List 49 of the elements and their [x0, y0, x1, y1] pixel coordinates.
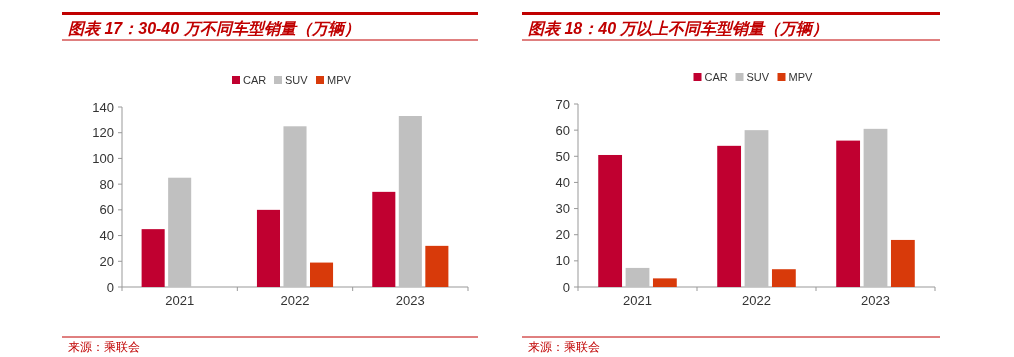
bar: [141, 229, 165, 287]
bar: [309, 262, 334, 287]
y-tick-label: 120: [92, 125, 114, 141]
x-tick-label: 2022: [742, 293, 771, 308]
legend-label: CAR: [243, 74, 267, 86]
y-tick-label: 70: [555, 96, 570, 112]
y-tick-label: 100: [92, 150, 114, 166]
y-tick-label: 0: [106, 279, 114, 295]
legend-label: CAR: [704, 71, 728, 83]
y-tick-label: 50: [555, 148, 570, 164]
bar: [598, 154, 623, 287]
chart-title: 图表 18：40 万以上不同车型销量（万辆）: [528, 20, 829, 38]
legend-label: MPV: [327, 74, 352, 86]
source-note: 来源：乘联会: [528, 340, 600, 354]
bar: [890, 239, 915, 287]
y-tick-label: 10: [555, 253, 570, 269]
bar: [836, 140, 861, 287]
y-tick-label: 20: [555, 227, 570, 243]
bar: [717, 145, 742, 287]
source-note: 来源：乘联会: [68, 340, 140, 354]
bar: [372, 191, 396, 287]
bar: [744, 130, 769, 287]
bar: [652, 278, 677, 287]
bar: [168, 177, 192, 287]
y-tick-label: 20: [99, 253, 114, 269]
legend-label: SUV: [746, 71, 770, 83]
chart-title: 图表 17：30-40 万不同车型销量（万辆）: [68, 20, 360, 38]
bar: [771, 269, 796, 287]
legend-label: MPV: [788, 71, 813, 83]
bar: [256, 209, 281, 287]
bar: [283, 126, 307, 287]
y-tick-label: 30: [555, 201, 570, 217]
y-tick-label: 60: [555, 122, 570, 138]
x-tick-label: 2023: [861, 293, 890, 308]
y-tick-label: 0: [562, 279, 570, 295]
bar: [863, 128, 888, 287]
legend-label: SUV: [285, 74, 309, 86]
bar: [625, 267, 650, 287]
bar: [425, 245, 449, 287]
y-tick-label: 40: [555, 174, 570, 190]
x-tick-label: 2022: [280, 293, 310, 308]
y-tick-label: 40: [99, 228, 114, 244]
bar: [398, 116, 422, 287]
x-tick-label: 2023: [395, 293, 425, 308]
y-tick-label: 60: [99, 202, 114, 218]
x-tick-label: 2021: [165, 293, 195, 308]
x-tick-label: 2021: [623, 293, 652, 308]
y-tick-label: 140: [92, 99, 114, 115]
y-tick-label: 80: [99, 176, 114, 192]
